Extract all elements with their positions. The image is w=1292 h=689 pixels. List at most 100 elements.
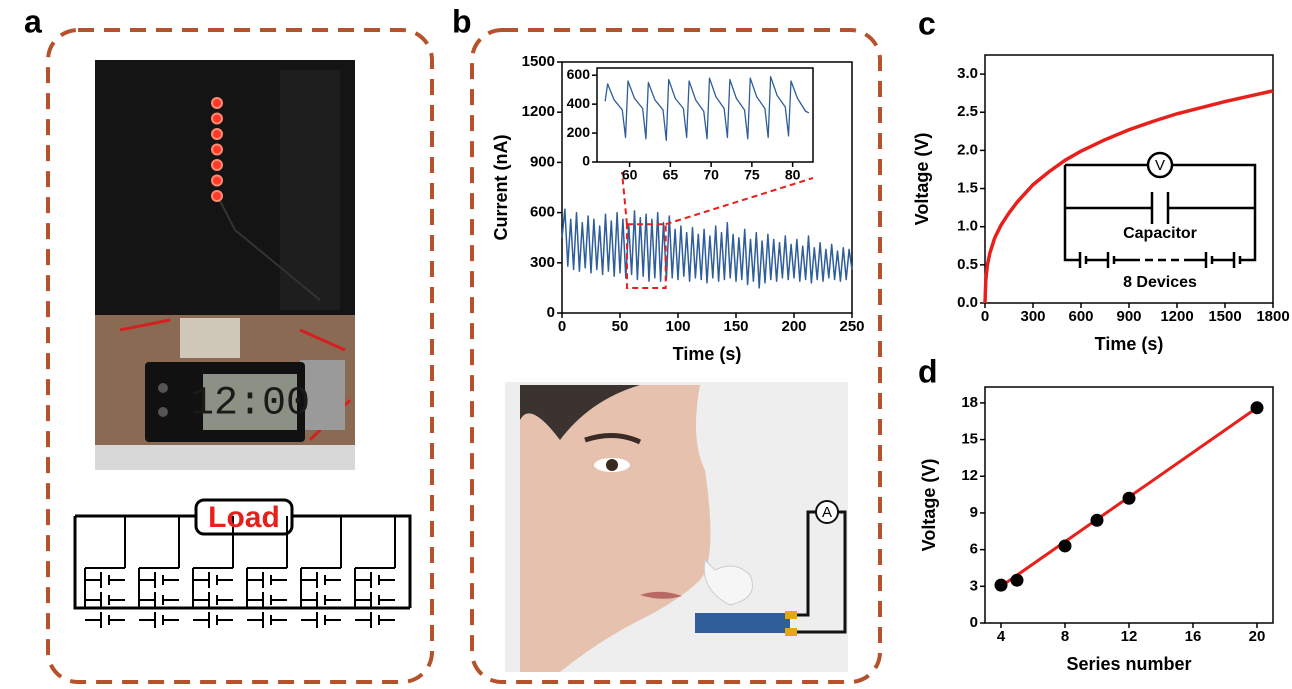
plot-background [597, 68, 813, 162]
data-line [985, 91, 1273, 303]
x-tick-label: 16 [1185, 628, 1202, 645]
x-tick-label: 50 [612, 318, 629, 335]
x-tick-label: 100 [665, 318, 690, 335]
cell [247, 572, 287, 588]
wire [1065, 165, 1255, 260]
y-tick-label: 0 [547, 304, 555, 321]
cell [355, 612, 395, 628]
y-tick-label: 600 [530, 204, 555, 221]
cell [301, 592, 341, 608]
plot-frame [985, 55, 1273, 303]
y-tick-label: 1500 [522, 53, 555, 70]
y-tick-label: 3 [970, 577, 978, 594]
y-axis-title: Current (nA) [491, 135, 511, 241]
led [212, 160, 222, 170]
x-tick-label: 0 [558, 318, 566, 335]
clock-display: 12:00 [190, 382, 310, 427]
x-axis-title: Time (s) [1095, 334, 1164, 354]
panel-label: b [452, 3, 472, 39]
x-tick-label: 1800 [1256, 308, 1289, 325]
y-axis-title: Voltage (V) [912, 133, 932, 226]
plot-frame [985, 387, 1273, 623]
x-axis-title: Time (s) [673, 344, 742, 364]
y-tick-label: 900 [530, 153, 555, 170]
breath-illustration [505, 382, 848, 672]
y-tick-label: 9 [970, 504, 978, 521]
data-point [1011, 574, 1024, 587]
cell [85, 572, 125, 588]
cell [193, 612, 233, 628]
x-tick-label: 200 [781, 318, 806, 335]
x-axis-title: Series number [1066, 654, 1191, 674]
led [212, 176, 222, 186]
load-label: Load [208, 501, 280, 534]
x-tick-label: 4 [997, 628, 1006, 645]
y-tick-label: 2.5 [957, 103, 978, 120]
led [212, 145, 222, 155]
y-tick-label: 1200 [522, 103, 555, 120]
cell [193, 572, 233, 588]
panel-label: d [918, 353, 938, 389]
led [212, 191, 222, 201]
voltmeter-label: V [1155, 157, 1165, 174]
cell [193, 592, 233, 608]
cell [85, 612, 125, 628]
x-tick-label: 600 [1068, 308, 1093, 325]
cell [139, 572, 179, 588]
y-tick-label: 0.5 [957, 256, 978, 273]
cell [355, 572, 395, 588]
wire [301, 516, 341, 608]
y-tick-label: 6 [970, 541, 978, 558]
cell [247, 612, 287, 628]
cell [85, 592, 125, 608]
x-tick-label: 900 [1116, 308, 1141, 325]
x-tick-label: 1500 [1208, 308, 1241, 325]
y-tick-label: 600 [567, 66, 591, 82]
y-tick-label: 15 [961, 431, 978, 448]
y-tick-label: 200 [567, 124, 591, 140]
y-tick-label: 1.0 [957, 218, 978, 235]
data-point [1251, 401, 1264, 414]
cell [247, 592, 287, 608]
cell [139, 612, 179, 628]
y-tick-label: 18 [961, 394, 978, 411]
led [212, 129, 222, 139]
led [212, 114, 222, 124]
data-point [1123, 492, 1136, 505]
x-tick-label: 0 [981, 308, 989, 325]
panel-label: c [918, 5, 936, 41]
y-tick-label: 0 [970, 614, 978, 631]
clock-photo: 12:00 [95, 315, 355, 470]
x-tick-label: 1200 [1160, 308, 1193, 325]
figure: a b c d 12:00 Load A 0501001502 [0, 0, 1292, 689]
x-tick-label: 12 [1121, 628, 1138, 645]
y-axis-title: Voltage (V) [919, 459, 939, 552]
cell [301, 572, 341, 588]
data-line [562, 209, 852, 288]
x-tick-label: 150 [723, 318, 748, 335]
x-tick-label: 75 [744, 167, 760, 183]
y-tick-label: 300 [530, 254, 555, 271]
cell [139, 592, 179, 608]
x-tick-label: 70 [703, 167, 719, 183]
wire [139, 516, 179, 608]
cell [301, 612, 341, 628]
y-tick-label: 12 [961, 467, 978, 484]
wire [355, 516, 395, 608]
capacitor-label: Capacitor [1123, 225, 1197, 242]
data-point [995, 579, 1008, 592]
ammeter-label: A [822, 504, 832, 521]
x-tick-label: 20 [1249, 628, 1266, 645]
y-tick-label: 0.0 [957, 294, 978, 311]
led-photo [95, 60, 355, 315]
led [212, 98, 222, 108]
data-point [1059, 539, 1072, 552]
y-tick-label: 1.5 [957, 180, 978, 197]
x-tick-label: 65 [663, 167, 679, 183]
devices-label: 8 Devices [1123, 274, 1197, 291]
x-tick-label: 250 [839, 318, 864, 335]
cell [355, 592, 395, 608]
x-tick-label: 300 [1020, 308, 1045, 325]
y-tick-label: 3.0 [957, 65, 978, 82]
zoom-line [666, 178, 813, 224]
